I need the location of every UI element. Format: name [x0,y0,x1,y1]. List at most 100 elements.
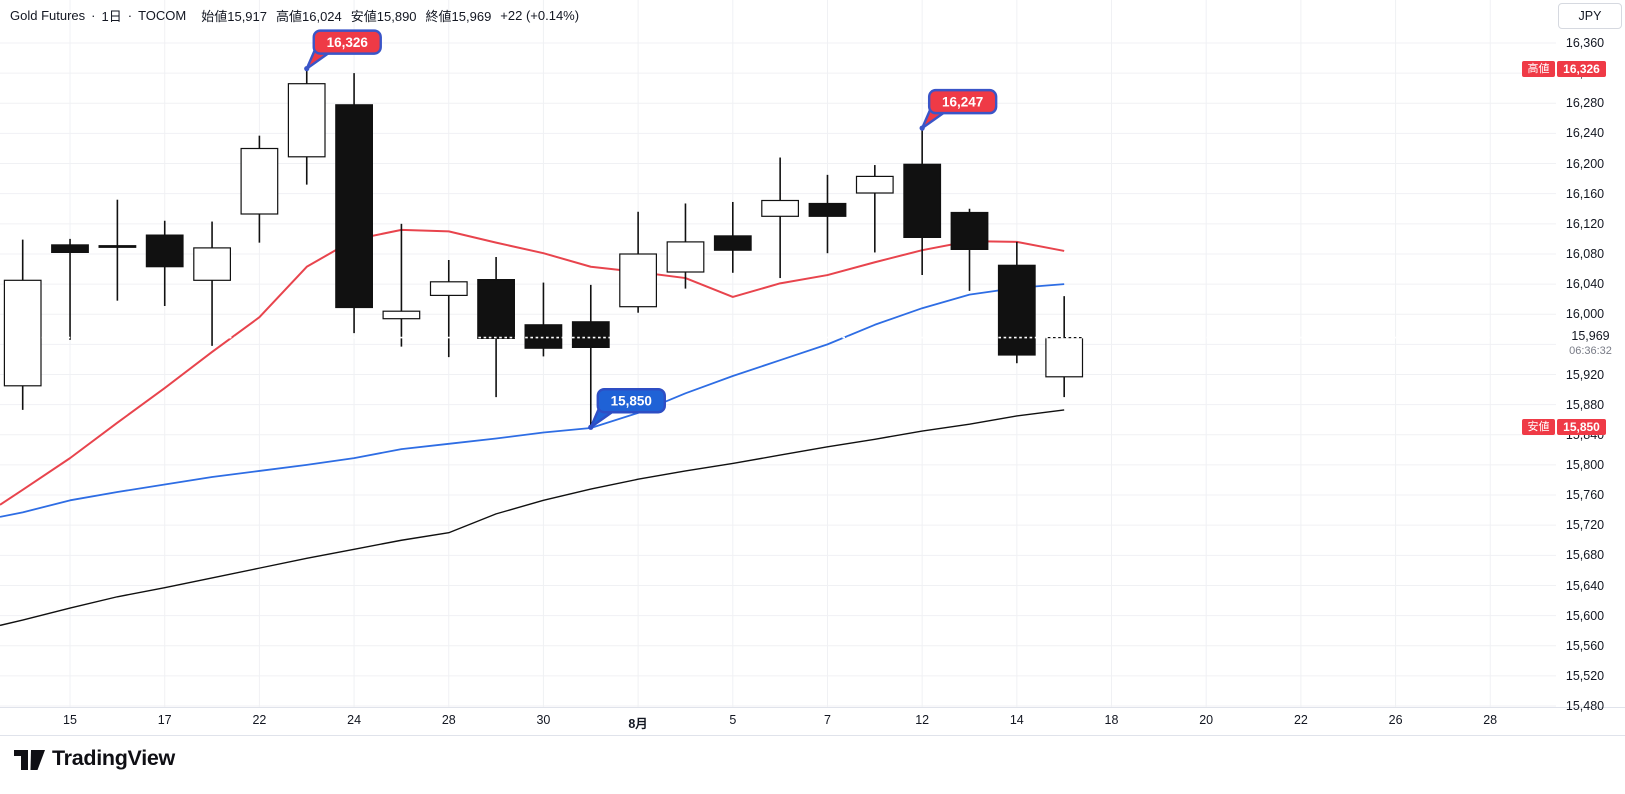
header-title-part: TOCOM [138,8,187,23]
candle [98,199,137,301]
candle [713,201,752,273]
candles [3,68,1084,428]
high-price-tag: 高値 16,326 [1522,60,1606,77]
candle [382,223,421,347]
price-callout[interactable]: 16,247 [919,88,998,131]
price-callout[interactable]: 15,850 [588,388,666,430]
moving-average-lines [0,228,1065,627]
tradingview-logomark [14,750,45,770]
header-ohlc-stat: 始値15,917 [201,9,267,24]
price-callout[interactable]: 16,326 [304,29,382,72]
time-tick-label: 15 [63,713,77,727]
price-tick-label: 15,880 [1565,397,1605,412]
time-tick-label: 30 [536,713,551,727]
price-tick-label: 16,200 [1565,156,1605,171]
candle [950,208,989,291]
candle [855,165,894,253]
candle [145,220,184,306]
price-tick-label: 16,160 [1565,186,1605,201]
candle [3,239,42,410]
last-price-value: 15,969 [1571,329,1610,344]
ma-blue [0,283,1065,518]
time-tick-label: 5 [729,713,737,727]
time-tick-label: 18 [1104,713,1119,727]
last-price-label: 15,969 06:36:32 [1556,329,1625,359]
grid-lines [0,0,1556,707]
candle [429,259,468,358]
time-tick-label: 14 [1009,713,1024,727]
low-tag-value: 15,850 [1557,419,1606,436]
high-tag-value: 16,326 [1557,60,1606,77]
ma-black [0,409,1065,627]
callout-anchor-dot [919,125,925,131]
candle [477,256,515,398]
candle [997,241,1036,364]
svg-text:16,326: 16,326 [327,35,369,50]
svg-text:15,850: 15,850 [611,394,652,409]
candle [619,211,657,313]
candle [524,282,563,357]
time-tick-label: 28 [1483,713,1498,727]
tradingview-logo[interactable]: TradingView [13,745,175,772]
svg-text:16,247: 16,247 [942,95,983,110]
header-change: +22 (+0.14%) [500,8,580,23]
time-tick-label: 12 [915,713,930,727]
candle [666,203,705,289]
time-tick-label: 22 [1293,713,1308,727]
candle [903,128,942,276]
currency-button[interactable]: JPY [1558,3,1622,29]
callout-anchor-dot [588,424,594,430]
header-title-part: · [127,8,133,23]
bar-countdown: 06:36:32 [1569,345,1612,358]
candle [1045,296,1084,398]
candle [240,135,279,243]
price-tick-label: 16,120 [1565,216,1605,231]
price-tick-label: 16,040 [1565,277,1605,292]
time-tick-label: 7 [824,713,831,727]
time-tick-label: 20 [1199,713,1214,727]
time-axis[interactable]: 15 17 22 24 28 30 8月 5 7 12 14 18 20 22 26 28 [0,707,1625,735]
candle [287,68,326,185]
price-tick-label: 16,280 [1565,96,1605,111]
header-title-part: Gold Futures [10,8,86,23]
price-tick-label: 16,240 [1565,126,1605,141]
price-axis[interactable]: 16,36016,32016,28016,24016,20016,16016,1… [1522,0,1625,735]
symbol-header: Gold Futures · 1日 · TOCOM 始値15,917 高値16,024 安値1… [10,6,579,25]
price-tick-label: 15,760 [1565,488,1605,502]
header-title-part: 1日 [101,9,122,24]
time-tick-label: 24 [347,713,362,727]
header-ohlc-stat: 高値16,024 [276,9,342,24]
callout-anchor-dot [304,66,310,72]
time-tick-label: 28 [441,713,456,727]
price-tick-label: 15,600 [1565,608,1605,623]
high-tag-label: 高値 [1522,60,1555,77]
price-tick-label: 15,520 [1565,668,1605,683]
price-tick-label: 15,680 [1565,548,1605,563]
time-tick-label: 17 [157,713,172,727]
candle [193,221,232,346]
low-tag-label: 安値 [1522,419,1555,436]
candle [761,157,799,279]
candlestick-chart[interactable]: 16,326 16,247 15,850 [0,0,1556,708]
price-tick-label: 15,920 [1565,367,1605,382]
candle [335,73,373,334]
header-ohlc-stat: 安値15,890 [350,9,417,24]
price-tick-label: 15,480 [1565,699,1605,713]
candle [808,174,847,254]
low-price-tag: 安値 15,850 [1522,419,1606,436]
tradingview-wordmark: TradingView [52,746,175,770]
ma-red [0,228,1065,506]
header-ohlc-stat: 終値15,969 [425,9,492,24]
chart-bottom-border [0,735,1625,736]
price-tick-label: 15,800 [1565,457,1605,472]
header-title-part: · [91,8,96,23]
price-tick-label: 15,640 [1565,578,1605,593]
price-tick-label: 16,080 [1565,247,1605,261]
price-tick-label: 16,000 [1565,307,1605,322]
candle [571,284,610,428]
price-tick-label: 15,560 [1565,638,1605,653]
time-tick-label: 8月 [628,717,648,731]
price-tick-label: 15,720 [1565,518,1605,533]
time-tick-label: 26 [1388,713,1403,727]
